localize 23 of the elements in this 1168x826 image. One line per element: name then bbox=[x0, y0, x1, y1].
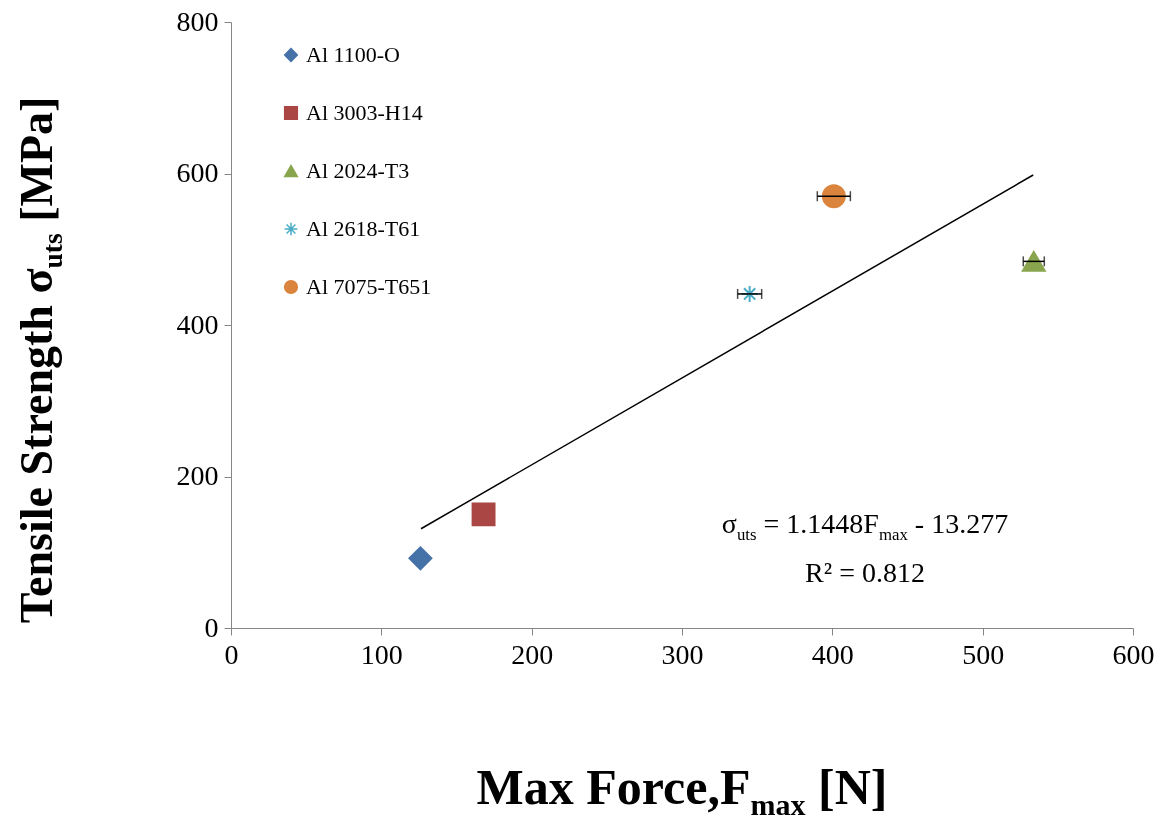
x-tick-label: 100 bbox=[360, 638, 403, 670]
y-tick-label: 200 bbox=[176, 460, 219, 491]
x-tick-label: 0 bbox=[224, 638, 239, 670]
x-tick-label: 600 bbox=[1112, 638, 1155, 670]
x-tick-label: 400 bbox=[811, 638, 854, 670]
legend-label: Al 7075-T651 bbox=[306, 274, 432, 299]
legend-label: Al 3003-H14 bbox=[306, 100, 423, 125]
y-tick-label: 400 bbox=[176, 308, 219, 340]
annotation: σ$_{uts}$ = 1.1448F$_{max}$ - 13.277 bbox=[720, 507, 1010, 546]
x-tick-label: 300 bbox=[661, 638, 704, 670]
legend-label: Al 1100-O bbox=[306, 42, 400, 67]
x-axis-title: Max Force,F$_{max}$ [N] bbox=[475, 759, 889, 821]
x-tick-label: 200 bbox=[511, 638, 554, 670]
point bbox=[408, 546, 433, 571]
annotation: R² = 0.812 bbox=[804, 555, 926, 590]
point bbox=[1021, 250, 1046, 272]
point bbox=[471, 502, 496, 527]
x-tick-label: 500 bbox=[962, 638, 1005, 670]
legend-label: Al 2618-T61 bbox=[306, 216, 421, 241]
y-tick-label: 800 bbox=[176, 5, 219, 37]
legend-label: Al 2024-T3 bbox=[306, 158, 410, 183]
y-tick-label: 600 bbox=[176, 157, 219, 188]
y-tick-label: 0 bbox=[204, 611, 219, 643]
